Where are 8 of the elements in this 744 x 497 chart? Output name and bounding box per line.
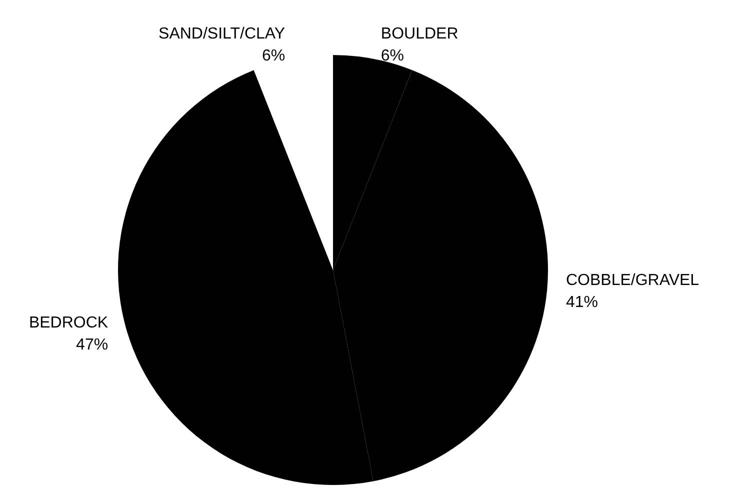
data-label: 47% bbox=[76, 336, 108, 354]
slice-label: BEDROCK bbox=[28, 314, 108, 332]
data-label: 6% bbox=[380, 48, 404, 65]
slice-label: SAND/SILT/CLAY bbox=[158, 26, 286, 43]
data-label: 41% bbox=[566, 294, 598, 312]
data-label: 6% bbox=[262, 48, 286, 65]
slice-label: BOULDER bbox=[380, 26, 458, 43]
slice-label: COBBLE/GRAVEL bbox=[566, 272, 700, 290]
